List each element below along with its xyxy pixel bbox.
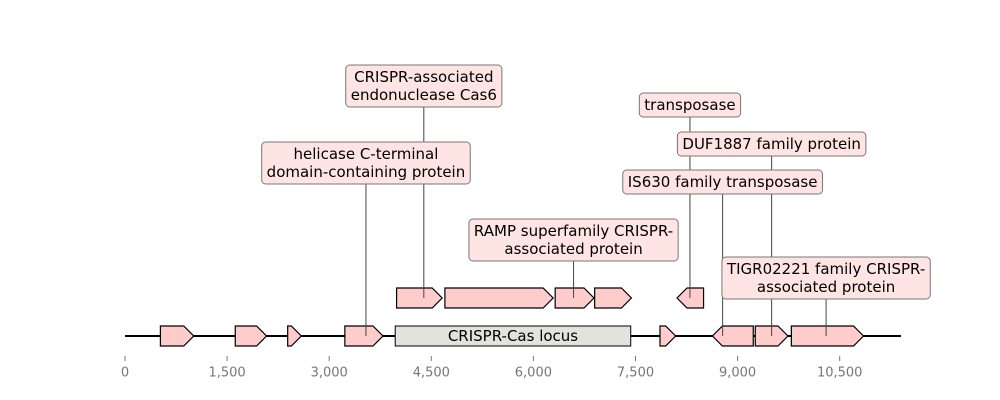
genes-layer <box>159 287 865 347</box>
locus-label: CRISPR-Cas locus <box>448 327 578 345</box>
gene-arrow <box>234 325 268 347</box>
annotation-label: transposase <box>644 96 735 114</box>
annotation-box <box>468 218 679 262</box>
gene-arrow <box>594 287 633 309</box>
annotation-label: associated protein <box>504 240 642 258</box>
x-tick-label: 0 <box>121 366 129 381</box>
gene-arrow <box>711 325 754 347</box>
gene-arrow <box>659 325 677 347</box>
annotation-label: RAMP superfamily CRISPR- <box>474 222 673 240</box>
x-tick-label: 3,000 <box>311 366 348 381</box>
annotation-box <box>261 141 471 185</box>
x-tick-label: 9,000 <box>719 366 756 381</box>
locus-rect <box>394 325 632 347</box>
annotation-label: endonuclease Cas6 <box>351 86 497 104</box>
annotation-label: IS630 family transposase <box>628 173 818 191</box>
gene-arrow <box>790 325 865 347</box>
annotation-label: CRISPR-associated <box>354 68 493 86</box>
x-tick-label: 6,000 <box>515 366 552 381</box>
annotation-box <box>622 169 823 195</box>
gene-arrow <box>287 325 303 347</box>
annotation-label: DUF1887 family protein <box>682 135 860 153</box>
x-tick-label: 1,500 <box>208 366 245 381</box>
locus-box: CRISPR-Cas locus <box>394 325 632 347</box>
gene-arrow <box>344 325 384 347</box>
annotation-box <box>638 92 742 118</box>
annotation: TIGR02221 family CRISPR-associated prote… <box>721 256 931 336</box>
annotation-label: domain-containing protein <box>267 163 466 181</box>
gene-arrow <box>395 287 444 309</box>
annotation-box <box>345 64 503 108</box>
x-tick-label: 10,500 <box>817 366 863 381</box>
x-tick-label: 4,500 <box>413 366 450 381</box>
annotation: DUF1887 family protein <box>676 131 867 336</box>
annotation: RAMP superfamily CRISPR-associated prote… <box>468 218 679 298</box>
x-axis: 0 1,500 3,000 4,500 6,000 7,500 9,000 10,500 <box>121 356 863 381</box>
annotation-box <box>676 131 867 157</box>
gene-arrow <box>159 325 195 347</box>
annotation-label: associated protein <box>757 278 895 296</box>
annotation-label: helicase C-terminal <box>294 145 439 163</box>
gene-arrow <box>444 287 554 309</box>
annotation-label: TIGR02221 family CRISPR- <box>726 260 925 278</box>
annotation-box <box>721 256 931 300</box>
annotation: transposase <box>638 92 742 298</box>
x-tick-label: 7,500 <box>617 366 654 381</box>
gene-arrow <box>554 287 595 309</box>
annotation: IS630 family transposase <box>622 169 823 336</box>
